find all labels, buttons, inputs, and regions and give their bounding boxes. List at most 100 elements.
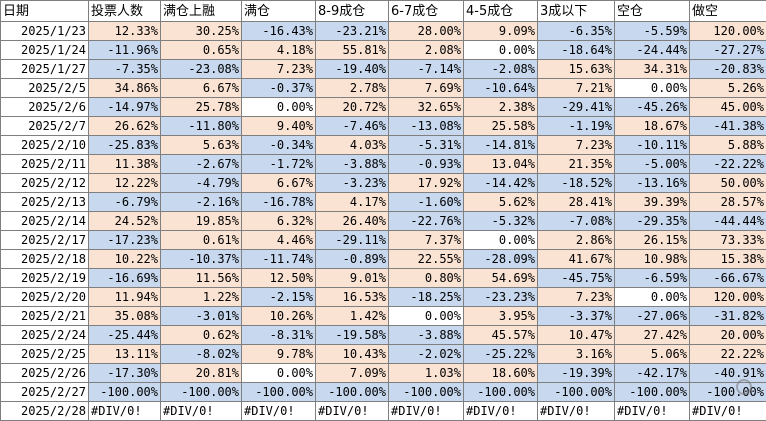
- value-cell[interactable]: 19.85%: [161, 212, 242, 231]
- value-cell[interactable]: -22.22%: [690, 155, 766, 174]
- value-cell[interactable]: -18.25%: [389, 288, 464, 307]
- value-cell[interactable]: -3.23%: [316, 174, 389, 193]
- value-cell[interactable]: -7.46%: [316, 117, 389, 136]
- value-cell[interactable]: -11.96%: [89, 41, 161, 60]
- value-cell[interactable]: 0.65%: [161, 41, 242, 60]
- value-cell[interactable]: 5.26%: [690, 79, 766, 98]
- value-cell[interactable]: 5.62%: [464, 193, 538, 212]
- date-cell[interactable]: 2025/2/14: [1, 212, 89, 231]
- value-cell[interactable]: 22.55%: [389, 250, 464, 269]
- value-cell[interactable]: #DIV/0!: [316, 402, 389, 421]
- value-cell[interactable]: 0.80%: [389, 269, 464, 288]
- value-cell[interactable]: 34.86%: [89, 79, 161, 98]
- value-cell[interactable]: -16.43%: [242, 22, 316, 41]
- value-cell[interactable]: 20.72%: [316, 98, 389, 117]
- value-cell[interactable]: 15.38%: [690, 250, 766, 269]
- value-cell[interactable]: 30.25%: [161, 22, 242, 41]
- date-cell[interactable]: 2025/2/5: [1, 79, 89, 98]
- value-cell[interactable]: 6.67%: [242, 174, 316, 193]
- value-cell[interactable]: -13.16%: [615, 174, 690, 193]
- value-cell[interactable]: -10.37%: [161, 250, 242, 269]
- value-cell[interactable]: 10.22%: [89, 250, 161, 269]
- value-cell[interactable]: 2.38%: [464, 98, 538, 117]
- value-cell[interactable]: 26.40%: [316, 212, 389, 231]
- date-cell[interactable]: 2025/1/27: [1, 60, 89, 79]
- value-cell[interactable]: 26.62%: [89, 117, 161, 136]
- value-cell[interactable]: 25.58%: [464, 117, 538, 136]
- value-cell[interactable]: 0.62%: [161, 326, 242, 345]
- value-cell[interactable]: -5.59%: [615, 22, 690, 41]
- value-cell[interactable]: -19.39%: [538, 364, 615, 383]
- value-cell[interactable]: -25.22%: [464, 345, 538, 364]
- value-cell[interactable]: -27.27%: [690, 41, 766, 60]
- value-cell[interactable]: -16.69%: [89, 269, 161, 288]
- value-cell[interactable]: -16.78%: [242, 193, 316, 212]
- value-cell[interactable]: -1.72%: [242, 155, 316, 174]
- value-cell[interactable]: -2.15%: [242, 288, 316, 307]
- value-cell[interactable]: -3.37%: [538, 307, 615, 326]
- value-cell[interactable]: 7.23%: [538, 136, 615, 155]
- value-cell[interactable]: 10.47%: [538, 326, 615, 345]
- value-cell[interactable]: 4.17%: [316, 193, 389, 212]
- value-cell[interactable]: -18.64%: [538, 41, 615, 60]
- value-cell[interactable]: -100.00%: [89, 383, 161, 402]
- value-cell[interactable]: 20.81%: [161, 364, 242, 383]
- value-cell[interactable]: 21.35%: [538, 155, 615, 174]
- value-cell[interactable]: 50.00%: [690, 174, 766, 193]
- value-cell[interactable]: -11.74%: [242, 250, 316, 269]
- value-cell[interactable]: 26.15%: [615, 231, 690, 250]
- value-cell[interactable]: 12.50%: [242, 269, 316, 288]
- value-cell[interactable]: 35.08%: [89, 307, 161, 326]
- date-cell[interactable]: 2025/1/24: [1, 41, 89, 60]
- value-cell[interactable]: 11.38%: [89, 155, 161, 174]
- value-cell[interactable]: -40.91%: [690, 364, 766, 383]
- value-cell[interactable]: -8.31%: [242, 326, 316, 345]
- value-cell[interactable]: 120.00%: [690, 22, 766, 41]
- value-cell[interactable]: -11.80%: [161, 117, 242, 136]
- value-cell[interactable]: -25.83%: [89, 136, 161, 155]
- value-cell[interactable]: 7.69%: [389, 79, 464, 98]
- value-cell[interactable]: -25.44%: [89, 326, 161, 345]
- value-cell[interactable]: 0.00%: [389, 307, 464, 326]
- value-cell[interactable]: #DIV/0!: [89, 402, 161, 421]
- value-cell[interactable]: 5.88%: [690, 136, 766, 155]
- value-cell[interactable]: 4.46%: [242, 231, 316, 250]
- date-cell[interactable]: 2025/2/13: [1, 193, 89, 212]
- value-cell[interactable]: 73.33%: [690, 231, 766, 250]
- value-cell[interactable]: -100.00%: [690, 383, 766, 402]
- header-cell-date[interactable]: 日期: [1, 1, 89, 22]
- value-cell[interactable]: -8.02%: [161, 345, 242, 364]
- value-cell[interactable]: 20.00%: [690, 326, 766, 345]
- header-cell-60-70[interactable]: 6-7成仓: [389, 1, 464, 22]
- value-cell[interactable]: -10.11%: [615, 136, 690, 155]
- value-cell[interactable]: 0.61%: [161, 231, 242, 250]
- value-cell[interactable]: -44.44%: [690, 212, 766, 231]
- value-cell[interactable]: 16.53%: [316, 288, 389, 307]
- value-cell[interactable]: 0.00%: [615, 79, 690, 98]
- value-cell[interactable]: -41.38%: [690, 117, 766, 136]
- value-cell[interactable]: -0.93%: [389, 155, 464, 174]
- date-cell[interactable]: 2025/2/6: [1, 98, 89, 117]
- value-cell[interactable]: 1.22%: [161, 288, 242, 307]
- header-cell-empty[interactable]: 空仓: [615, 1, 690, 22]
- value-cell[interactable]: -1.60%: [389, 193, 464, 212]
- value-cell[interactable]: 0.00%: [242, 98, 316, 117]
- value-cell[interactable]: 13.11%: [89, 345, 161, 364]
- date-cell[interactable]: 2025/2/21: [1, 307, 89, 326]
- value-cell[interactable]: -2.02%: [389, 345, 464, 364]
- value-cell[interactable]: 55.81%: [316, 41, 389, 60]
- value-cell[interactable]: 28.00%: [389, 22, 464, 41]
- value-cell[interactable]: 1.03%: [389, 364, 464, 383]
- value-cell[interactable]: 11.94%: [89, 288, 161, 307]
- value-cell[interactable]: 9.78%: [242, 345, 316, 364]
- value-cell[interactable]: 12.33%: [89, 22, 161, 41]
- value-cell[interactable]: -24.44%: [615, 41, 690, 60]
- value-cell[interactable]: -7.35%: [89, 60, 161, 79]
- value-cell[interactable]: -23.23%: [464, 288, 538, 307]
- value-cell[interactable]: 0.00%: [464, 41, 538, 60]
- value-cell[interactable]: 17.92%: [389, 174, 464, 193]
- value-cell[interactable]: -29.41%: [538, 98, 615, 117]
- date-cell[interactable]: 2025/2/28: [1, 402, 89, 421]
- value-cell[interactable]: 45.00%: [690, 98, 766, 117]
- date-cell[interactable]: 2025/2/26: [1, 364, 89, 383]
